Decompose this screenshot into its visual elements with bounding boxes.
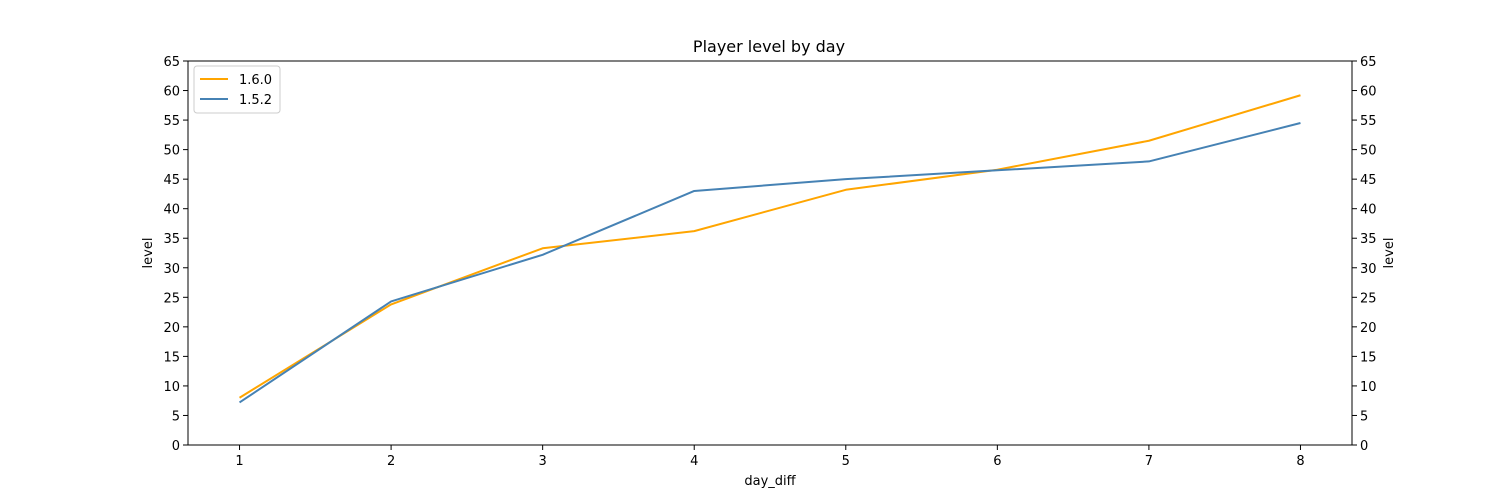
y-tick-label-right-11: 55 bbox=[1360, 114, 1377, 129]
y-tick-label-left-0: 0 bbox=[172, 439, 180, 454]
y-tick-label-right-5: 25 bbox=[1360, 291, 1377, 306]
y-tick-label-right-1: 5 bbox=[1360, 409, 1368, 424]
y-tick-label-left-10: 50 bbox=[163, 144, 180, 159]
y-tick-label-right-7: 35 bbox=[1360, 232, 1377, 247]
y-tick-label-left-9: 45 bbox=[163, 173, 180, 188]
x-tick-label-2: 3 bbox=[539, 454, 547, 469]
y-axis-title-right: level bbox=[1382, 238, 1397, 269]
y-tick-label-left-8: 40 bbox=[163, 203, 180, 218]
y-tick-label-left-6: 30 bbox=[163, 262, 180, 277]
x-tick-label-3: 4 bbox=[690, 454, 698, 469]
y-tick-label-right-8: 40 bbox=[1360, 203, 1377, 218]
series-line-1-5-2 bbox=[238, 122, 1301, 404]
y-tick-label-left-4: 20 bbox=[163, 321, 180, 336]
x-tick-label-4: 5 bbox=[842, 454, 850, 469]
legend-label-1-6-0: 1.6.0 bbox=[239, 73, 272, 88]
x-tick-label-5: 6 bbox=[993, 454, 1001, 469]
plot-frame bbox=[187, 60, 1353, 446]
y-tick-label-left-1: 5 bbox=[172, 409, 180, 424]
x-tick-label-7: 8 bbox=[1296, 454, 1304, 469]
x-tick-label-6: 7 bbox=[1145, 454, 1153, 469]
series-layer bbox=[238, 94, 1301, 404]
y-tick-label-right-2: 10 bbox=[1360, 380, 1377, 395]
legend: 1.6.0 1.5.2 bbox=[193, 65, 281, 114]
y-tick-label-left-3: 15 bbox=[163, 350, 180, 365]
y-tick-label-right-3: 15 bbox=[1360, 350, 1377, 365]
series-line-1-6-0 bbox=[239, 94, 1301, 399]
x-axis-title: day_diff bbox=[744, 474, 796, 489]
y-tick-label-right-13: 65 bbox=[1360, 55, 1377, 70]
y-tick-label-right-4: 20 bbox=[1360, 321, 1377, 336]
y-tick-label-left-5: 25 bbox=[163, 291, 180, 306]
legend-label-1-5-2: 1.5.2 bbox=[239, 93, 272, 108]
chart-title: Player level by day bbox=[693, 37, 845, 56]
y-axis-title-left: level bbox=[141, 238, 156, 269]
x-tick-label-1: 2 bbox=[387, 454, 395, 469]
y-tick-label-left-7: 35 bbox=[163, 232, 180, 247]
y-tick-label-left-13: 65 bbox=[163, 55, 180, 70]
y-tick-label-left-12: 60 bbox=[163, 85, 180, 100]
y-tick-label-right-12: 60 bbox=[1360, 85, 1377, 100]
y-tick-label-right-0: 0 bbox=[1360, 439, 1368, 454]
legend-box bbox=[193, 65, 281, 114]
x-tick-label-0: 1 bbox=[235, 454, 243, 469]
y-tick-label-right-10: 50 bbox=[1360, 144, 1377, 159]
y-tick-label-right-6: 30 bbox=[1360, 262, 1377, 277]
y-tick-label-left-11: 55 bbox=[163, 114, 180, 129]
y-tick-label-left-2: 10 bbox=[163, 380, 180, 395]
y-tick-label-right-9: 45 bbox=[1360, 173, 1377, 188]
